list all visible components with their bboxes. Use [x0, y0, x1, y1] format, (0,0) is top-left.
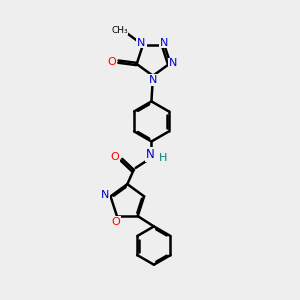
Text: CH₃: CH₃ — [111, 26, 128, 35]
Text: N: N — [160, 38, 168, 48]
Text: H: H — [158, 153, 167, 163]
Text: O: O — [108, 57, 116, 67]
Text: O: O — [111, 152, 119, 162]
Text: O: O — [111, 217, 120, 227]
Text: N: N — [137, 38, 146, 48]
Text: N: N — [169, 58, 178, 68]
Text: N: N — [149, 75, 157, 85]
Text: N: N — [146, 148, 155, 161]
Text: N: N — [100, 190, 109, 200]
